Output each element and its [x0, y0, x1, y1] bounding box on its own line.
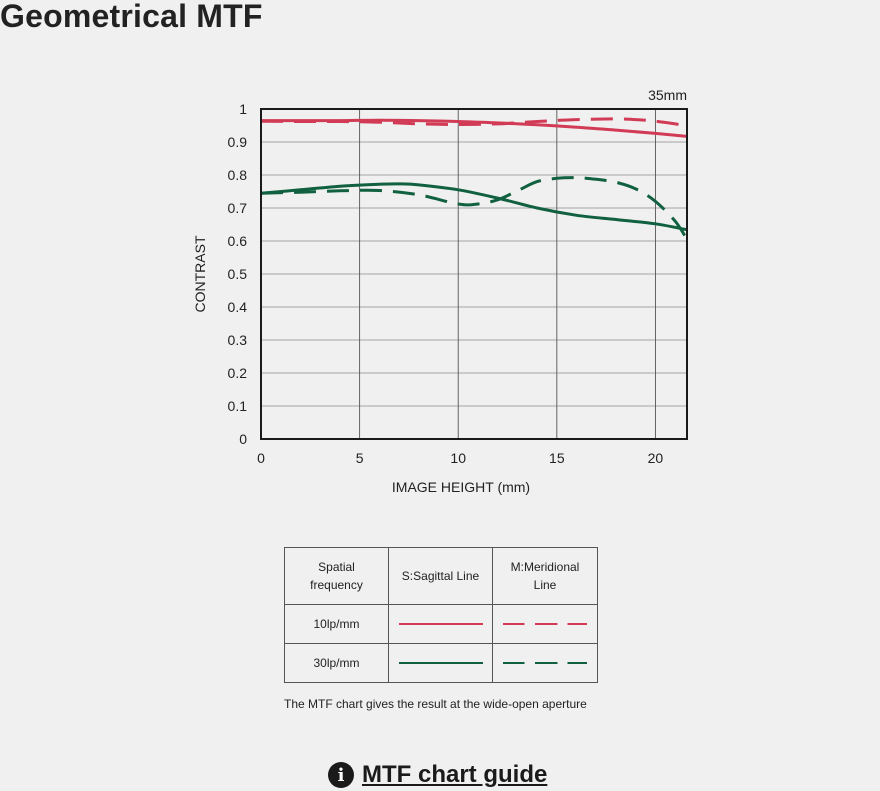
y-tick-label: 0.3 — [228, 332, 248, 348]
legend-header-frequency: Spatial frequency — [284, 547, 389, 605]
legend-table: Spatial frequency S:Sagittal Line M:Meri… — [284, 547, 598, 683]
series-line-2 — [260, 117, 688, 128]
y-tick-label: 0.4 — [228, 299, 248, 315]
y-tick-label: 0.8 — [228, 167, 248, 183]
y-tick-label: 0 — [239, 431, 247, 447]
page-title: Geometrical MTF — [0, 0, 263, 34]
legend-row-10lp: 10lp/mm — [284, 604, 598, 644]
chart-title: 35mm — [648, 87, 687, 103]
legend-swatch-cell — [388, 604, 493, 644]
series-line-3 — [260, 182, 688, 232]
mtf-chart-guide-label: MTF chart guide — [362, 761, 548, 788]
chart-caption: The MTF chart gives the result at the wi… — [284, 697, 587, 711]
x-tick-label: 20 — [648, 450, 664, 466]
x-axis-label: IMAGE HEIGHT (mm) — [392, 479, 530, 495]
legend-frequency-label: 10lp/mm — [284, 604, 389, 644]
legend-swatch-cell — [492, 643, 598, 683]
y-tick-label: 0.7 — [228, 200, 248, 216]
x-tick-label: 0 — [257, 450, 265, 466]
legend-header-sagittal: S:Sagittal Line — [388, 547, 493, 605]
y-axis-label: CONTRAST — [192, 235, 208, 312]
plot-frame — [260, 108, 688, 440]
y-tick-label: 0.5 — [228, 266, 248, 282]
chart-series — [260, 117, 689, 241]
mtf-chart-guide-link[interactable]: i MTF chart guide — [328, 761, 547, 789]
y-tick-label: 0.6 — [228, 233, 248, 249]
legend-swatch-solid — [398, 662, 483, 664]
x-tick-label: 5 — [356, 450, 364, 466]
legend-swatch-dashed — [503, 662, 587, 664]
legend-swatch-cell — [388, 643, 493, 683]
series-line-1 — [260, 118, 688, 138]
legend-swatch-solid — [398, 623, 483, 625]
legend-header-row: Spatial frequency S:Sagittal Line M:Meri… — [284, 547, 598, 605]
chart-ticks: 00.10.20.30.40.50.60.70.80.910 5 10 15 20 — [228, 101, 664, 466]
x-tick-label: 15 — [549, 450, 565, 466]
y-tick-label: 0.2 — [228, 365, 248, 381]
legend-header-meridional: M:Meridional Line — [492, 547, 598, 605]
legend-swatch-cell — [492, 604, 598, 644]
legend-frequency-label: 30lp/mm — [284, 643, 389, 683]
y-tick-label: 1 — [239, 101, 247, 117]
x-tick-label: 10 — [450, 450, 466, 466]
chart-grid — [261, 109, 687, 439]
y-tick-label: 0.9 — [228, 134, 248, 150]
legend-row-30lp: 30lp/mm — [284, 643, 598, 683]
y-tick-label: 0.1 — [228, 398, 248, 414]
mtf-chart: 00.10.20.30.40.50.60.70.80.910 5 10 15 20 35… — [192, 87, 689, 495]
series-line-4 — [260, 176, 689, 241]
legend-swatch-dashed — [503, 623, 587, 625]
info-icon: i — [328, 762, 354, 788]
